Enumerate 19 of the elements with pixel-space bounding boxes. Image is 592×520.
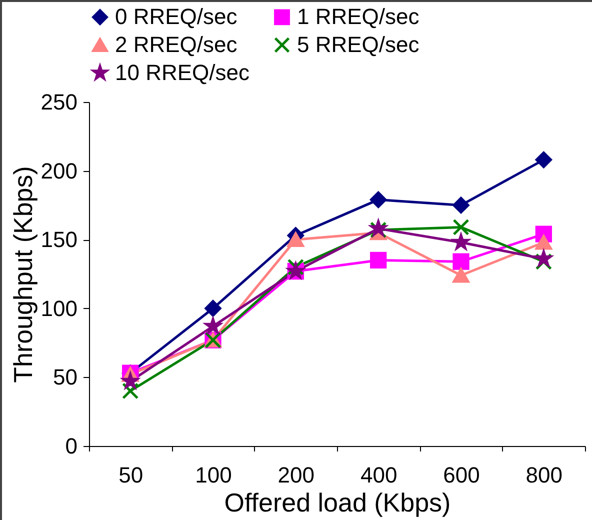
legend-label: 5 RREQ/sec	[297, 32, 420, 57]
x-tick-label: 400	[360, 462, 398, 488]
x-tick-label: 200	[278, 462, 315, 488]
legend-label: 2 RREQ/sec	[115, 32, 238, 57]
legend-label: 0 RREQ/sec	[115, 4, 238, 30]
y-tick-label: 200	[40, 158, 78, 184]
y-tick-label: 250	[40, 90, 78, 114]
y-axis-title: Throughput (Kbps)	[8, 166, 38, 383]
y-tick-label: 150	[40, 227, 78, 252]
x-tick-label: 50	[118, 462, 144, 488]
x-axis-title: Offered load (Kbps)	[224, 488, 451, 518]
y-tick-label: 0	[65, 434, 78, 458]
legend-label: 10 RREQ/sec	[115, 60, 250, 85]
y-tick-label: 50	[53, 364, 78, 390]
y-tick-label: 100	[40, 296, 78, 321]
legend-label: 1 RREQ/sec	[297, 4, 420, 30]
x-tick-label: 600	[443, 462, 480, 488]
x-tick-label: 800	[526, 462, 563, 488]
x-tick-label: 100	[195, 462, 232, 488]
